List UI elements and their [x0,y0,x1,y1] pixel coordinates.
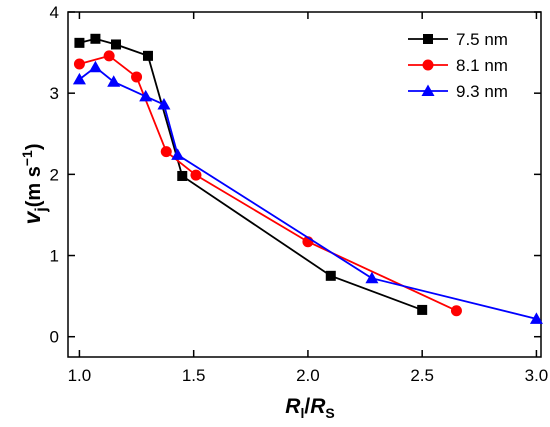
data-point [160,146,172,158]
y-axis-label: vj(m s−1) [19,143,50,224]
data-point [157,98,171,110]
data-point [107,75,121,87]
data-point [190,169,202,181]
series-line [79,37,423,311]
data-point [177,170,188,181]
plot-frame [67,11,542,358]
data-point [73,58,85,70]
legend-label: 8.1 nm [456,56,508,75]
data-point [450,305,462,317]
series-line [79,54,457,312]
x-axis-label: Rl/RS [285,395,334,421]
x-tick-label: 2.5 [410,366,434,385]
legend-marker [423,34,433,44]
x-tick-label: 1.5 [182,366,206,385]
legend-marker [421,84,435,96]
data-point [131,71,143,83]
series-1 [74,33,428,315]
y-tick-label: 1 [50,247,59,266]
legend-label: 7.5 nm [456,30,508,49]
x-tick-label: 1.0 [68,366,92,385]
data-point [72,72,86,85]
data-point [171,148,185,160]
data-point [139,89,153,102]
data-point [529,312,543,324]
data-point [90,33,101,44]
y-tick-label: 2 [50,165,59,184]
y-tick-label: 3 [50,84,59,103]
x-tick-label: 2.0 [296,366,320,385]
legend: 7.5 nm 8.1 nm 9.3 nm [408,30,508,101]
y-tick-label: 0 [50,328,59,347]
data-point [74,37,85,48]
y-tick-label: 4 [50,3,59,22]
series-layer [72,33,543,324]
data-point [417,304,428,315]
series-3 [72,60,543,324]
data-point [88,60,102,73]
legend-marker [422,59,434,71]
data-point [110,39,121,50]
data-point [325,270,336,281]
data-point [103,50,115,62]
data-point [142,50,153,61]
axis-ticks: 1.0 1.5 2.0 2.5 3.0 0 1 2 3 4 [50,3,549,385]
data-point [365,271,379,284]
legend-label: 9.3 nm [456,82,508,101]
x-tick-label: 3.0 [525,366,549,385]
